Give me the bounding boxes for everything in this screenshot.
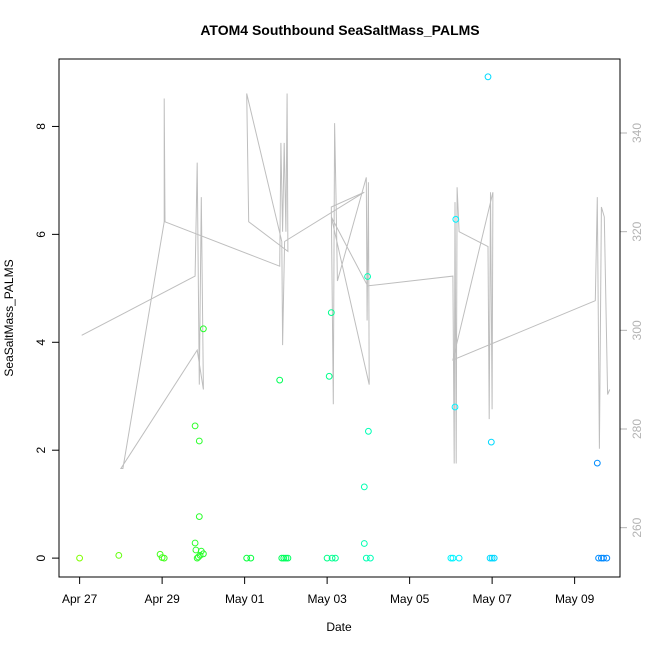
data-point xyxy=(323,554,331,562)
data-point xyxy=(455,554,463,562)
data-point xyxy=(451,403,459,411)
x-tick-label: Apr 29 xyxy=(144,592,180,606)
x-tick-label: May 03 xyxy=(307,592,347,606)
y2-tick-label: 280 xyxy=(630,419,644,439)
y2-tick-label: 320 xyxy=(630,221,644,241)
data-point xyxy=(200,325,207,333)
data-point xyxy=(364,273,372,280)
x-tick-label: May 09 xyxy=(555,592,595,606)
data-point xyxy=(488,554,496,562)
axes-layer: Apr 27 Apr 29 May 01 May 03 May 05 May 07 May … xyxy=(34,123,644,606)
x-tick-label: May 05 xyxy=(390,592,430,606)
x-tick-label: May 01 xyxy=(225,592,265,606)
data-point xyxy=(191,539,199,547)
data-point xyxy=(360,540,368,547)
secondary-series-line xyxy=(81,93,611,469)
data-point xyxy=(200,550,207,558)
data-point xyxy=(600,554,607,562)
y-axis-label: SeaSaltMass_PALMS xyxy=(2,259,16,376)
data-point xyxy=(452,215,460,223)
data-point xyxy=(593,459,601,467)
data-point xyxy=(325,372,333,380)
y-tick-label: 2 xyxy=(34,447,48,454)
data-point xyxy=(360,483,368,491)
data-point xyxy=(484,73,492,81)
y2-tick-label: 300 xyxy=(630,320,644,340)
data-point xyxy=(195,553,202,561)
points-layer xyxy=(76,73,611,562)
x-tick-label: May 07 xyxy=(472,592,512,606)
data-point xyxy=(284,554,292,562)
data-point xyxy=(195,513,203,520)
chart-title: ATOM4 Southbound SeaSaltMass_PALMS xyxy=(200,22,479,38)
y2-tick-label: 340 xyxy=(630,123,644,143)
data-point xyxy=(160,554,168,562)
data-point xyxy=(243,554,251,562)
y2-tick-label: 260 xyxy=(630,517,644,537)
data-point xyxy=(247,554,255,562)
data-point xyxy=(76,554,83,562)
y-tick-label: 0 xyxy=(34,554,48,561)
data-point xyxy=(156,550,164,558)
y-tick-label: 4 xyxy=(34,339,48,346)
secondary-line-layer xyxy=(81,93,611,469)
data-point xyxy=(486,554,494,562)
data-point xyxy=(195,437,203,445)
x-axis-label: Date xyxy=(326,620,352,634)
data-point xyxy=(191,422,199,430)
y-tick-label: 6 xyxy=(34,231,48,238)
y-tick-label: 8 xyxy=(34,123,48,130)
plot-frame xyxy=(58,58,621,578)
data-point xyxy=(282,554,290,562)
data-point xyxy=(367,554,374,562)
data-point xyxy=(327,309,335,317)
data-point xyxy=(362,554,370,562)
data-point xyxy=(595,554,602,562)
data-point xyxy=(490,554,498,562)
data-point xyxy=(447,554,455,562)
data-point xyxy=(332,554,339,562)
data-point xyxy=(365,427,372,435)
data-point xyxy=(276,376,284,384)
data-point xyxy=(196,552,204,559)
data-point xyxy=(280,554,288,562)
data-point xyxy=(328,554,336,562)
data-point xyxy=(487,438,495,446)
data-point xyxy=(115,552,123,559)
x-tick-label: Apr 27 xyxy=(62,592,98,606)
data-point xyxy=(603,554,611,562)
